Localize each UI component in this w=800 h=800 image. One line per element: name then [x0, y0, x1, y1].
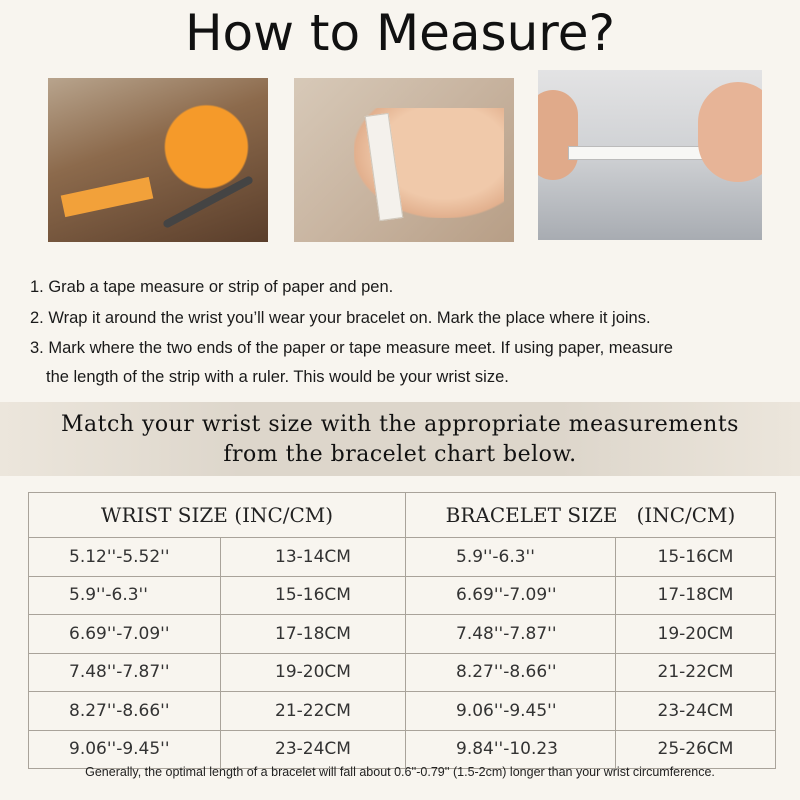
- wrist-inches: 6.69''-7.09'': [28, 614, 221, 654]
- photo-wrist-wrap: [294, 78, 514, 242]
- bracelet-inches: 9.84''-10.23: [405, 729, 616, 769]
- banner-line-1: Match your wrist size with the appropria…: [61, 412, 739, 437]
- wrist-cm: 23-24CM: [220, 729, 406, 769]
- photo-tape-measure: [48, 78, 268, 242]
- wrist-cm: 21-22CM: [220, 691, 406, 731]
- step-2: 2. Wrap it around the wrist you’ll wear …: [30, 308, 651, 327]
- step-3: 3. Mark where the two ends of the paper …: [30, 339, 673, 357]
- wrist-inches: 5.9''-6.3'': [28, 575, 221, 615]
- instructions: 1. Grab a tape measure or strip of paper…: [30, 272, 673, 390]
- table-row: 7.48''-7.87'' 19-20CM 8.27''-8.66'' 21-22CM: [28, 652, 776, 692]
- hand-shape: [698, 82, 762, 182]
- bracelet-cm: 19-20CM: [615, 614, 776, 654]
- page-title: How to Measure?: [184, 4, 616, 62]
- banner-line-2: from the bracelet chart below.: [223, 442, 577, 467]
- hand-shape: [538, 90, 578, 180]
- bracelet-inches: 6.69''-7.09'': [405, 575, 616, 615]
- bracelet-cm: 23-24CM: [615, 691, 776, 731]
- footer-note: Generally, the optimal length of a brace…: [85, 765, 715, 779]
- pen-shape: [161, 174, 255, 230]
- header-wrist-size: WRIST SIZE (INC/CM): [28, 492, 406, 538]
- wrist-inches: 9.06''-9.45'': [28, 729, 221, 769]
- wrist-inches: 5.12''-5.52'': [28, 537, 221, 577]
- wrist-cm: 15-16CM: [220, 575, 406, 615]
- wrist-cm: 17-18CM: [220, 614, 406, 654]
- table-row: 5.9''-6.3'' 15-16CM 6.69''-7.09'' 17-18CM: [28, 575, 776, 615]
- table-row: 6.69''-7.09'' 17-18CM 7.48''-7.87'' 19-20CM: [28, 614, 776, 654]
- size-chart: WRIST SIZE (INC/CM) BRACELET SIZE (INC/C…: [28, 492, 776, 769]
- bracelet-cm: 15-16CM: [615, 537, 776, 577]
- bracelet-cm: 21-22CM: [615, 652, 776, 692]
- bracelet-cm: 17-18CM: [615, 575, 776, 615]
- table-row: 8.27''-8.66'' 21-22CM 9.06''-9.45'' 23-24CM: [28, 691, 776, 731]
- wrist-inches: 8.27''-8.66'': [28, 691, 221, 731]
- banner: Match your wrist size with the appropria…: [0, 402, 800, 476]
- table-row: 5.12''-5.52'' 13-14CM 5.9''-6.3'' 15-16CM: [28, 537, 776, 577]
- step-3-continued: the length of the strip with a ruler. Th…: [46, 367, 509, 386]
- header-bracelet-size: BRACELET SIZE (INC/CM): [405, 492, 776, 538]
- wrist-cm: 13-14CM: [220, 537, 406, 577]
- table-row: 9.06''-9.45'' 23-24CM 9.84''-10.23 25-26CM: [28, 729, 776, 769]
- bracelet-inches: 9.06''-9.45'': [405, 691, 616, 731]
- wrist-inches: 7.48''-7.87'': [28, 652, 221, 692]
- photo-paper-strip: [538, 70, 762, 240]
- bracelet-cm: 25-26CM: [615, 729, 776, 769]
- bracelet-inches: 8.27''-8.66'': [405, 652, 616, 692]
- bracelet-inches: 5.9''-6.3'': [405, 537, 616, 577]
- tape-shape: [60, 176, 154, 218]
- wrist-cm: 19-20CM: [220, 652, 406, 692]
- step-1: 1. Grab a tape measure or strip of paper…: [30, 278, 394, 296]
- bracelet-inches: 7.48''-7.87'': [405, 614, 616, 654]
